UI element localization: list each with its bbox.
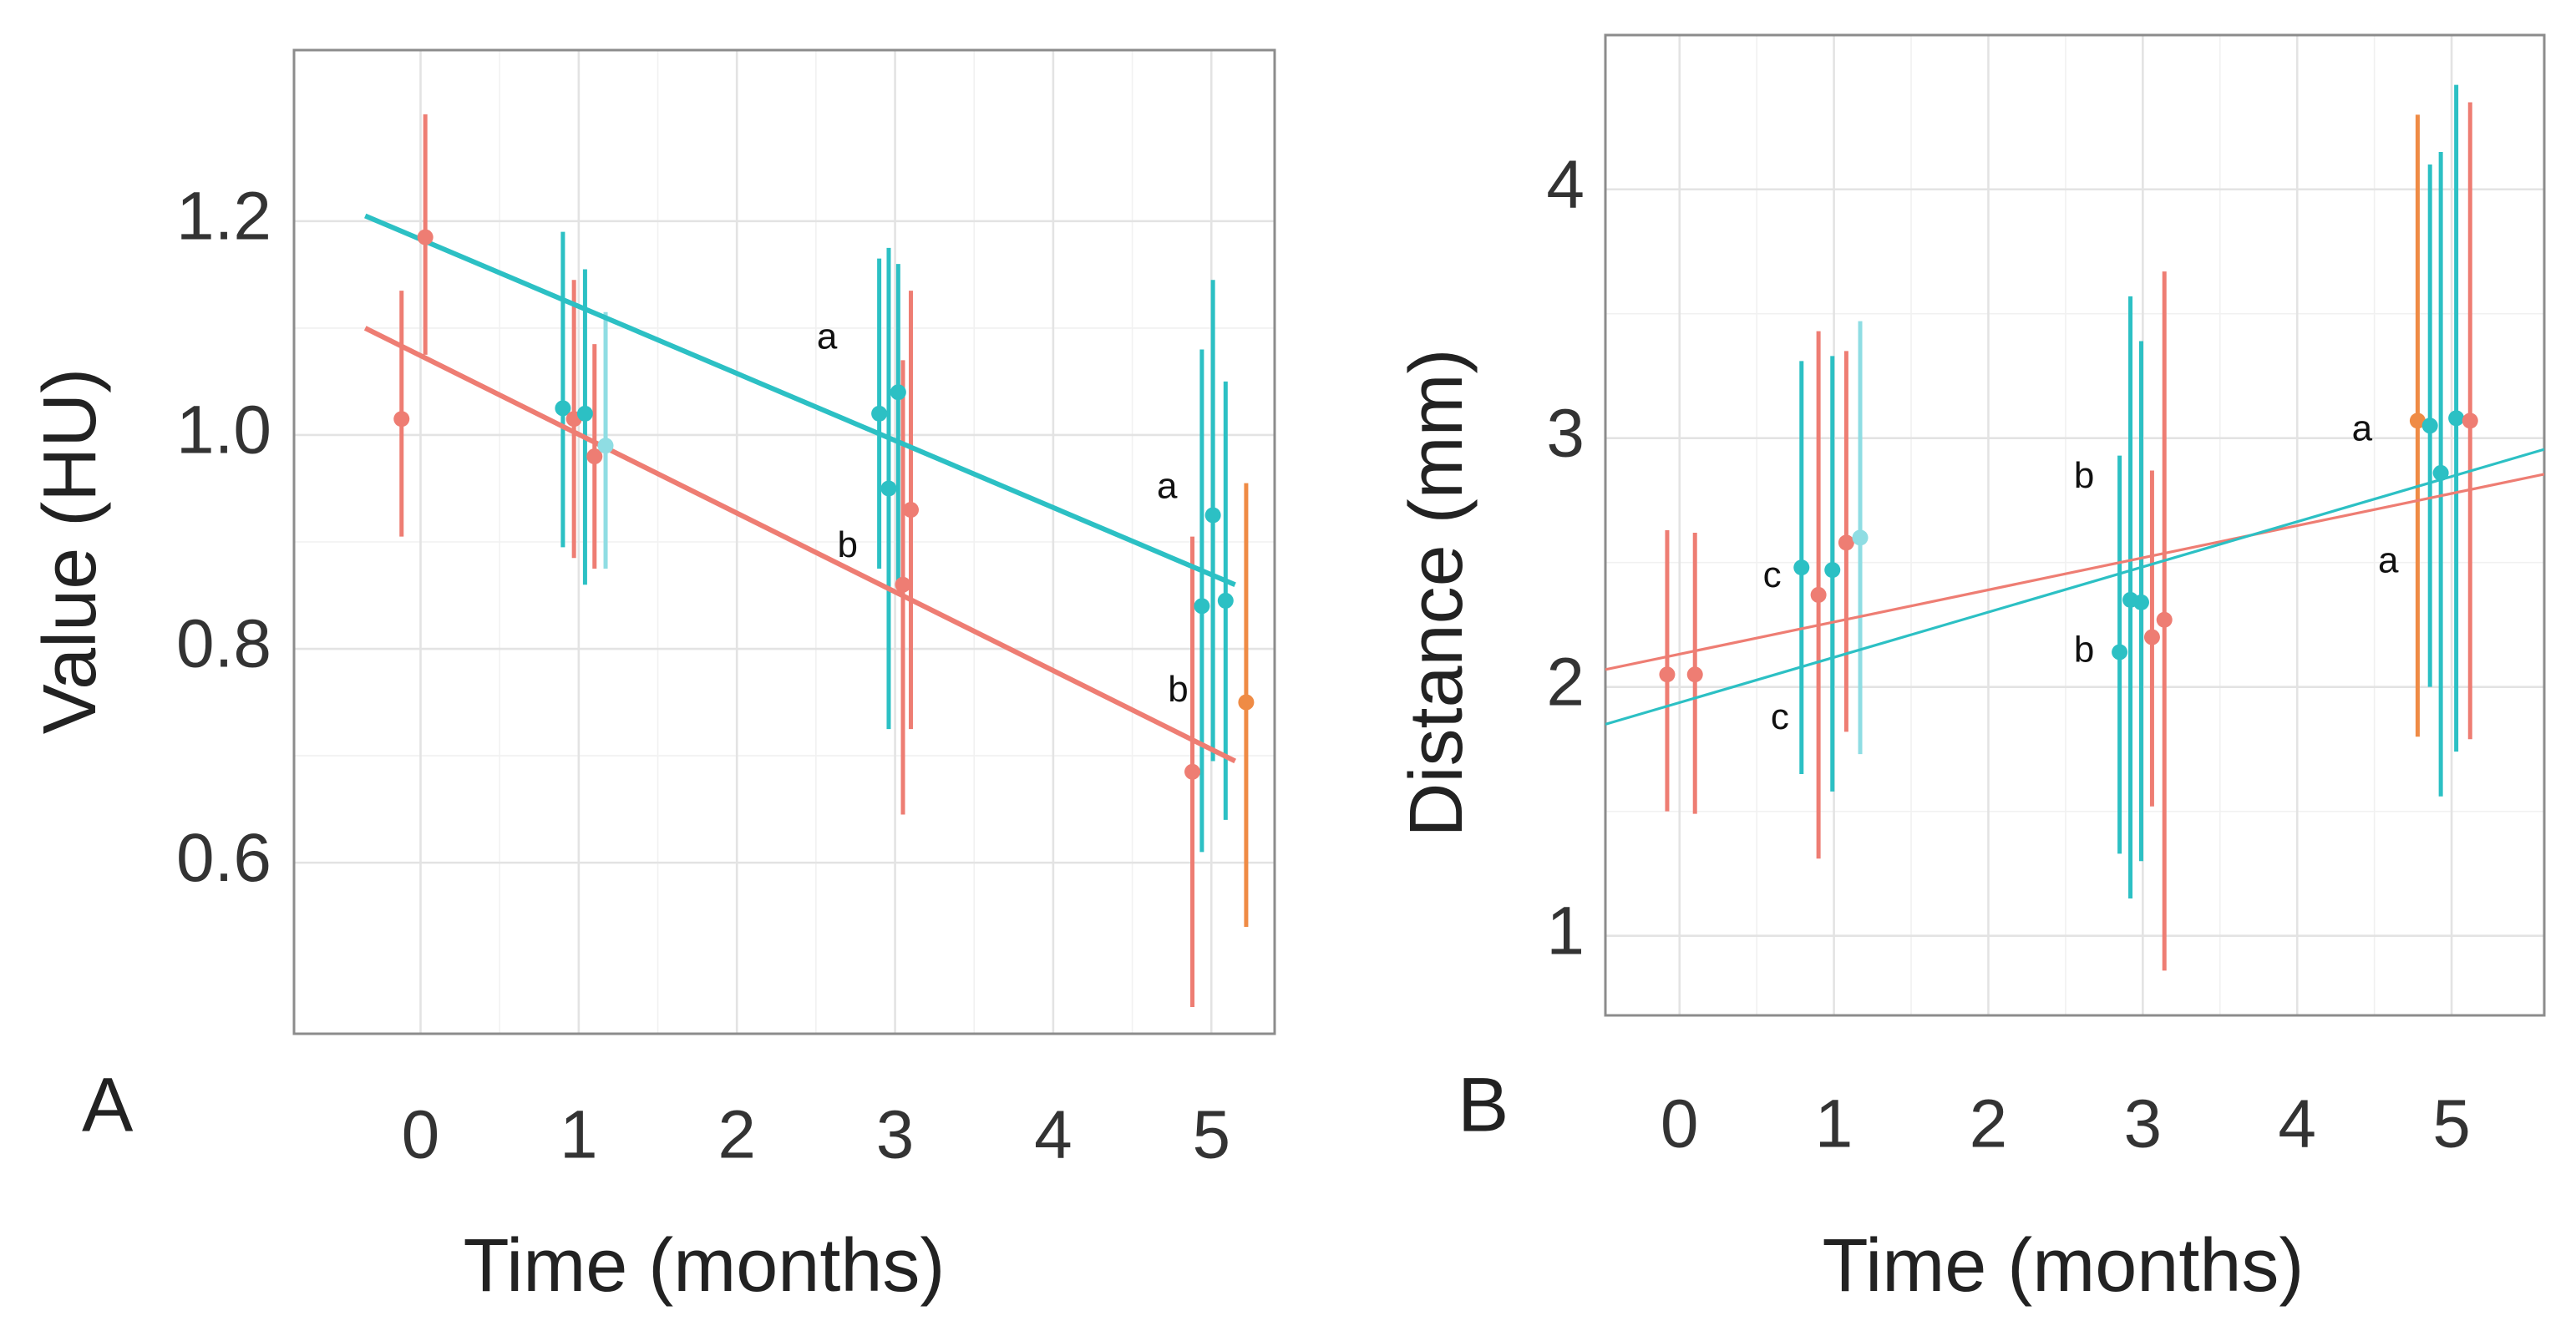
y-tick-label: 1	[1546, 893, 1585, 969]
data-point	[2448, 410, 2465, 427]
data-point	[1659, 666, 1676, 683]
data-point	[2421, 418, 2438, 434]
y-axis-title: Distance (mm)	[1395, 348, 1478, 837]
significance-label: b	[1168, 669, 1188, 710]
data-point	[2156, 611, 2173, 628]
data-point	[1810, 586, 1827, 603]
y-tick-label: 0.8	[176, 606, 271, 682]
y-tick-label: 1.2	[176, 179, 271, 255]
trend-line-cyan	[364, 213, 1236, 587]
y-tick-label: 3	[1546, 395, 1585, 471]
data-point	[871, 405, 888, 422]
x-tick-label: 4	[1034, 1097, 1072, 1173]
significance-label: b	[2074, 455, 2094, 496]
data-point	[2112, 644, 2128, 660]
x-tick-label: 3	[2124, 1086, 2163, 1162]
x-axis-title: Time (months)	[1823, 1224, 2305, 1308]
data-point	[1184, 763, 1201, 780]
data-series	[1605, 84, 2544, 971]
plot-area	[1604, 33, 2546, 1017]
data-point	[1238, 694, 1255, 711]
data-point	[1838, 534, 1854, 551]
significance-label: a	[2378, 539, 2399, 580]
trend-line-cyan	[1605, 448, 2544, 726]
data-point	[2462, 412, 2478, 429]
trend-line-red	[1605, 473, 2544, 671]
data-point	[1793, 559, 1810, 576]
data-point	[2143, 629, 2160, 645]
y-tick-label: 2	[1546, 644, 1585, 720]
data-point	[2132, 594, 2149, 610]
panel-label: B	[1458, 1062, 1509, 1147]
panel-a: a b a b 0 1 2 3 4 5 0.6 0.8 1.0 1.2 Time (months) Value…	[28, 48, 1276, 1308]
x-tick-label: 2	[1970, 1086, 2008, 1162]
x-tick-label: 5	[1192, 1097, 1230, 1173]
data-point	[2432, 464, 2449, 481]
y-tick-label: 4	[1546, 146, 1585, 222]
x-tick-label: 3	[876, 1097, 915, 1173]
significance-label: a	[1157, 466, 1178, 507]
significance-label: a	[817, 316, 838, 357]
data-point	[576, 405, 593, 422]
data-point	[586, 448, 603, 465]
gridlines	[294, 50, 1275, 1034]
x-tick-label: 5	[2432, 1086, 2471, 1162]
significance-label: b	[837, 524, 857, 565]
data-point	[555, 400, 571, 417]
data-point	[895, 576, 911, 593]
y-tick-label: 0.6	[176, 820, 271, 896]
significance-label: c	[1771, 696, 1789, 737]
data-point	[597, 438, 614, 454]
panel-b: c c b b a a 0 1 2 3 4 5 1 2 3 4 Time (months) Distance (m…	[1395, 33, 2546, 1308]
x-tick-label: 0	[402, 1097, 440, 1173]
significance-label: a	[2352, 407, 2373, 448]
x-tick-label: 1	[560, 1097, 598, 1173]
data-point	[890, 384, 906, 401]
data-point	[880, 480, 897, 497]
x-tick-label: 4	[2278, 1086, 2316, 1162]
trend-line-red	[363, 326, 1236, 764]
plot-border	[292, 48, 1276, 1035]
y-tick-label: 1.0	[176, 392, 271, 468]
data-point	[1852, 529, 1869, 546]
data-point	[393, 411, 410, 428]
data-point	[1686, 666, 1703, 683]
data-point	[902, 502, 919, 519]
data-series	[363, 114, 1255, 1007]
significance-label: b	[2074, 630, 2094, 671]
x-axis-title: Time (months)	[464, 1224, 946, 1308]
x-tick-label: 2	[718, 1097, 756, 1173]
significance-label: c	[1763, 554, 1782, 595]
y-axis-title: Value (HU)	[28, 368, 112, 734]
data-point	[1204, 507, 1221, 524]
data-point	[1824, 562, 1841, 579]
data-point	[2409, 412, 2426, 429]
data-point	[417, 229, 434, 245]
data-point	[1217, 592, 1234, 609]
x-tick-label: 0	[1661, 1086, 1699, 1162]
plot-border	[1604, 33, 2546, 1017]
panel-label: A	[82, 1062, 134, 1147]
data-point	[1194, 598, 1210, 615]
x-tick-label: 1	[1815, 1086, 1853, 1162]
